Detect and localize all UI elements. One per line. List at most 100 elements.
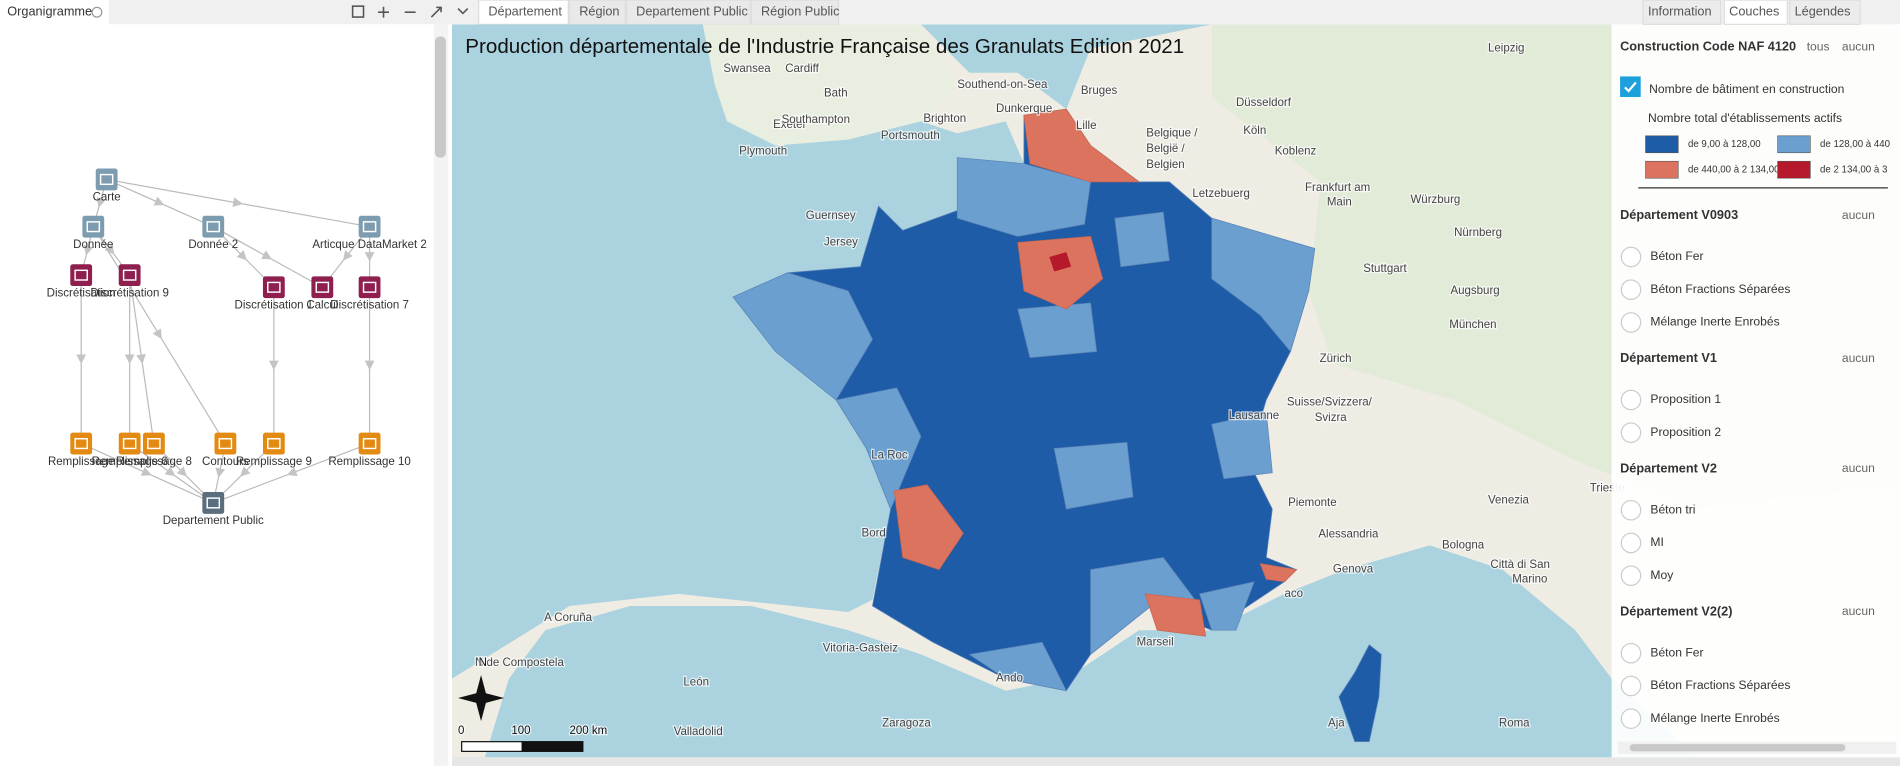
place-label: Augsburg — [1450, 285, 1499, 297]
node-icon[interactable] — [82, 215, 105, 238]
scale-label: 0 — [458, 725, 464, 737]
node-label: Discrétisation — [47, 287, 116, 299]
node-icon[interactable] — [262, 276, 285, 299]
node-label: Remplissage — [48, 456, 114, 468]
zoom-in[interactable] — [378, 6, 389, 18]
node-label: Remplissage 6 — [92, 456, 168, 468]
node-icon[interactable] — [262, 432, 285, 455]
radio[interactable] — [1620, 532, 1642, 554]
legend-swatch — [1645, 135, 1679, 154]
select-none[interactable]: aucun — [1842, 208, 1875, 222]
place-label: Plymouth — [739, 146, 787, 158]
select-none[interactable]: aucun — [1842, 351, 1875, 365]
node-glyph — [206, 221, 221, 233]
region — [1144, 593, 1207, 637]
place-label: Guernsey — [806, 210, 856, 222]
scale-bar: 0 100 200 km — [457, 724, 608, 752]
radio[interactable] — [1620, 246, 1642, 268]
layer-item: Béton tri — [1650, 502, 1695, 516]
radio[interactable] — [1620, 279, 1642, 300]
compass-label: N — [479, 657, 487, 669]
node-icon[interactable] — [202, 215, 225, 238]
info-icon[interactable] — [91, 6, 103, 18]
edge-arrow — [83, 245, 94, 256]
legend-title: Nombre total d'établissements actifs — [1648, 111, 1842, 125]
region — [1023, 108, 1141, 183]
node-icon[interactable] — [70, 432, 93, 455]
tabs-menu[interactable] — [457, 8, 469, 15]
place-label: Zaragoza — [882, 718, 931, 730]
node-icon[interactable] — [142, 432, 165, 455]
tab[interactable] — [568, 0, 626, 25]
node-icon[interactable] — [70, 264, 93, 287]
edge-arrow — [261, 250, 273, 260]
compass: N — [458, 656, 505, 722]
region — [1199, 581, 1255, 631]
radio[interactable] — [1620, 675, 1642, 697]
h-scroll-thumb[interactable] — [1629, 744, 1846, 752]
scale-label: 200 km — [570, 725, 608, 737]
place-label: Vitoria-Gasteiz — [823, 642, 898, 654]
place-label: Valladolid — [674, 726, 723, 738]
right-tabs: Information Couches Légendes — [1642, 0, 1861, 25]
tab[interactable] — [1723, 0, 1788, 25]
node-icon[interactable] — [358, 215, 381, 238]
place-label: Piemonte — [1288, 497, 1337, 509]
node-label: Remplissage 9 — [236, 456, 312, 468]
place-label: Venezia — [1488, 495, 1530, 507]
radio[interactable] — [1620, 499, 1642, 521]
select-none[interactable]: aucun — [1842, 461, 1875, 475]
radio[interactable] — [1620, 312, 1642, 333]
radio[interactable] — [1620, 642, 1642, 664]
checkmark — [1624, 81, 1637, 93]
place-label: Exeter — [773, 119, 806, 131]
fit-icon[interactable] — [351, 5, 365, 18]
radio[interactable] — [1620, 422, 1642, 443]
node-glyph — [99, 173, 114, 186]
node-icon[interactable] — [214, 432, 237, 455]
place-label: München — [1449, 319, 1496, 331]
edge-arrow — [269, 360, 279, 371]
legend-label: de 128,00 à 440 — [1820, 139, 1891, 150]
node-glyph — [147, 438, 161, 450]
node-label: Discrétisation 9 — [90, 287, 169, 299]
node-glyph — [218, 438, 233, 450]
node-icon[interactable] — [118, 432, 141, 455]
select-all[interactable]: tous — [1807, 40, 1830, 54]
node-icon[interactable] — [358, 432, 381, 455]
region — [893, 484, 964, 571]
tab[interactable] — [1642, 0, 1722, 25]
node-icon[interactable] — [95, 168, 118, 191]
radio[interactable] — [1620, 389, 1642, 411]
region — [1053, 441, 1134, 510]
tab[interactable] — [750, 0, 840, 25]
node-label: Donnée — [73, 239, 113, 251]
checkbox[interactable] — [1620, 76, 1641, 98]
panel-title: Organigramme — [7, 4, 92, 19]
place-label: Lille — [1076, 120, 1096, 132]
land-england — [702, 24, 958, 146]
node-icon[interactable] — [358, 276, 381, 299]
scroll-thumb[interactable] — [435, 36, 446, 158]
node-icon[interactable] — [202, 492, 225, 514]
select-none[interactable]: aucun — [1842, 40, 1875, 54]
select-none[interactable]: aucun — [1842, 604, 1875, 618]
place-label: Belgique / — [1146, 127, 1198, 139]
tab[interactable] — [1789, 0, 1861, 25]
place-label: Southend-on-Sea — [957, 79, 1048, 91]
radio[interactable] — [1620, 565, 1642, 586]
node-icon[interactable] — [118, 264, 141, 287]
panel-tab[interactable] — [0, 0, 110, 25]
node-label: Remplissage 8 — [116, 456, 192, 468]
place-label: Köln — [1243, 125, 1266, 137]
layer-section-title: Construction Code NAF 4120 — [1620, 39, 1796, 54]
node-icon[interactable] — [311, 276, 334, 299]
place-label: Southampton — [782, 114, 850, 126]
edge-arrow — [240, 466, 251, 477]
expand[interactable] — [430, 6, 442, 18]
place-label: Swansea — [723, 63, 771, 75]
tab-label: Légendes — [1795, 4, 1851, 19]
place-label: Suisse/Svizzera/ — [1287, 396, 1373, 408]
radio[interactable] — [1620, 708, 1642, 729]
